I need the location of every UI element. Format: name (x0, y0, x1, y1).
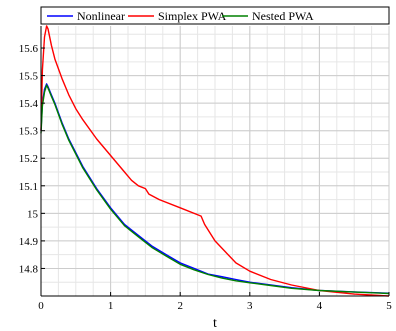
y-tick-label: 15.3 (19, 126, 39, 138)
x-tick-label: 4 (317, 300, 323, 312)
series-line-nested-pwa (40, 84, 390, 295)
series-line-simplex-pwa (40, 25, 390, 297)
axes: 0 1 2 3 4 5 14.8 14.9 15 15.1 15.2 15.3 15.4 15.5 15.6 (19, 26, 392, 312)
grid (40, 26, 390, 296)
x-axis-label: t (213, 316, 217, 331)
legend-label-nonlinear: Nonlinear (77, 9, 125, 23)
x-tick-label: 2 (177, 300, 183, 312)
y-tick-label: 15.2 (19, 153, 38, 165)
y-tick-label: 15.6 (19, 43, 39, 55)
y-tick-label: 15 (27, 208, 39, 220)
x-tick-label: 1 (108, 300, 114, 312)
y-tick-label: 14.9 (19, 236, 39, 248)
y-tick-label: 15.4 (19, 98, 39, 110)
legend: Nonlinear Simplex PWA Nested PWA (40, 6, 390, 25)
x-tick-label: 3 (247, 300, 253, 312)
y-tick-label: 14.8 (19, 263, 39, 275)
legend-box (40, 6, 390, 25)
series-lines (40, 25, 390, 297)
y-tick-label: 15.5 (19, 71, 39, 83)
y-tick-label: 15.1 (19, 181, 38, 193)
x-tick-label: 0 (38, 300, 44, 312)
legend-label-simplex-pwa: Simplex PWA (158, 9, 227, 23)
legend-label-nested-pwa: Nested PWA (252, 9, 314, 23)
x-tick-label: 5 (386, 300, 392, 312)
